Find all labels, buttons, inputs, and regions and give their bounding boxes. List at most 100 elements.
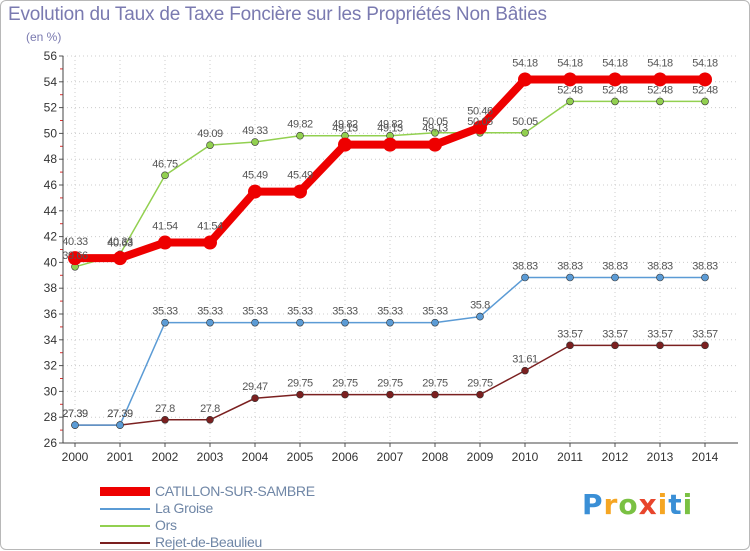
data-point <box>608 72 622 87</box>
x-tick-label: 2007 <box>377 450 404 464</box>
y-tick-label: 42 <box>44 230 58 244</box>
data-point <box>563 72 577 87</box>
logo-letter: x <box>638 488 658 521</box>
data-label: 49.13 <box>422 123 448 135</box>
data-label: 49.09 <box>197 128 223 140</box>
data-point <box>383 137 397 152</box>
chart-title: Evolution du Taux de Taxe Foncière sur l… <box>8 4 547 25</box>
data-point <box>251 318 259 327</box>
data-point <box>656 341 664 350</box>
data-label: 50.05 <box>422 116 448 128</box>
y-tick-label: 48 <box>44 152 58 166</box>
logo-letter: t <box>668 488 683 521</box>
data-point <box>71 421 79 429</box>
data-label: 33.57 <box>692 328 718 340</box>
data-label: 29.75 <box>332 378 358 390</box>
data-label: 40.63 <box>107 237 133 249</box>
data-point <box>566 97 574 106</box>
data-point <box>656 273 664 282</box>
data-point <box>161 171 169 180</box>
data-label: 35.33 <box>242 306 268 318</box>
data-label: 35.33 <box>197 306 223 318</box>
x-tick-label: 2004 <box>242 450 269 464</box>
data-point <box>431 390 439 399</box>
x-tick-label: 2000 <box>62 450 89 464</box>
data-point <box>476 390 484 399</box>
data-label: 40.33 <box>62 236 88 248</box>
data-point <box>161 318 169 327</box>
legend-swatch-catillon <box>100 487 150 496</box>
data-label: 50.46 <box>467 105 493 117</box>
data-label: 35.8 <box>470 300 490 312</box>
data-point <box>476 312 484 321</box>
logo-letter: r <box>603 488 619 521</box>
data-label: 49.82 <box>287 119 313 131</box>
data-label: 49.33 <box>242 125 268 137</box>
data-point <box>566 273 574 282</box>
data-label: 50.05 <box>467 116 493 128</box>
data-point <box>698 72 712 87</box>
logo-letter: i <box>657 488 669 521</box>
data-label: 41.54 <box>152 221 178 233</box>
y-tick-label: 34 <box>44 333 58 347</box>
data-point <box>611 341 619 350</box>
data-point <box>521 128 529 137</box>
data-label: 52.48 <box>557 84 583 96</box>
data-point <box>566 341 574 350</box>
data-label: 38.83 <box>602 260 628 272</box>
data-label: 52.48 <box>647 84 673 96</box>
data-label: 45.49 <box>287 170 313 182</box>
data-label: 27.8 <box>155 403 175 415</box>
data-point <box>296 390 304 399</box>
data-label: 33.57 <box>647 328 673 340</box>
y-tick-label: 44 <box>44 204 58 218</box>
data-point <box>341 318 349 327</box>
data-point <box>206 141 214 149</box>
data-label: 29.75 <box>422 378 448 390</box>
x-tick-label: 2005 <box>287 450 314 464</box>
data-point <box>203 235 217 250</box>
legend-label-ors: Ors <box>155 517 177 533</box>
data-point <box>296 131 304 140</box>
data-point <box>248 184 262 199</box>
x-tick-label: 2009 <box>467 450 494 464</box>
data-label: 27.39 <box>107 408 133 420</box>
data-label: 29.75 <box>377 378 403 390</box>
data-point <box>521 366 529 375</box>
data-label: 38.83 <box>512 260 538 272</box>
y-tick-label: 46 <box>44 178 58 192</box>
data-point <box>473 120 487 135</box>
data-point <box>653 72 667 87</box>
x-tick-label: 2014 <box>692 450 719 464</box>
legend-label-la-groise: La Groise <box>155 500 213 516</box>
data-point <box>701 97 709 106</box>
x-tick-label: 2010 <box>512 450 539 464</box>
data-point <box>251 394 259 403</box>
y-axis-unit-label: (en %) <box>26 30 62 44</box>
data-label: 33.57 <box>557 328 583 340</box>
data-label: 27.8 <box>200 403 220 415</box>
data-label: 54.18 <box>692 57 718 69</box>
y-tick-label: 26 <box>44 436 58 450</box>
y-tick-label: 54 <box>44 75 58 89</box>
legend-label-rejet: Rejet-de-Beaulieu <box>155 534 262 550</box>
proxiti-logo: Proxiti <box>582 488 693 521</box>
data-label: 40.33 <box>107 236 133 248</box>
data-label: 27.39 <box>62 408 88 420</box>
data-label: 31.61 <box>512 354 538 366</box>
data-point <box>158 235 172 250</box>
data-point <box>701 273 709 282</box>
data-point <box>611 273 619 282</box>
y-tick-label: 40 <box>44 255 58 269</box>
data-label: 54.18 <box>512 57 538 69</box>
y-tick-label: 52 <box>44 101 58 115</box>
y-tick-label: 28 <box>44 410 58 424</box>
data-label: 52.48 <box>692 84 718 96</box>
x-tick-label: 2003 <box>197 450 224 464</box>
data-label: 41.54 <box>197 221 223 233</box>
data-point <box>161 415 169 424</box>
data-label: 52.48 <box>602 84 628 96</box>
data-point <box>521 273 529 282</box>
legend-swatch-la-groise <box>100 508 150 510</box>
data-label: 35.33 <box>332 306 358 318</box>
